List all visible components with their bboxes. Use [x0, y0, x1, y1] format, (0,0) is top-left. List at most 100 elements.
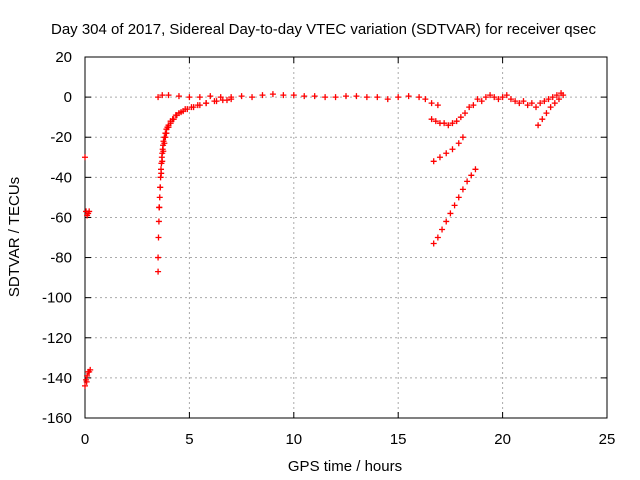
data-point — [155, 218, 162, 225]
data-point — [167, 120, 174, 127]
data-point — [487, 92, 494, 99]
data-point — [551, 100, 558, 107]
data-point — [478, 98, 485, 105]
data-point — [457, 114, 464, 121]
data-point — [213, 98, 220, 105]
x-tick-label: 15 — [390, 431, 407, 448]
data-point — [203, 100, 210, 107]
x-tick-label: 10 — [285, 431, 302, 448]
data-point — [159, 158, 166, 165]
data-point — [422, 96, 429, 103]
data-point — [543, 110, 550, 117]
y-tick-label: -120 — [42, 330, 72, 347]
data-point — [156, 204, 163, 211]
data-point — [468, 172, 475, 179]
data-point — [537, 100, 544, 107]
data-point — [512, 98, 519, 105]
data-point — [196, 94, 203, 101]
data-point — [443, 150, 450, 157]
y-tick-label: -20 — [50, 129, 72, 146]
data-point — [178, 109, 185, 116]
data-point — [455, 140, 462, 147]
data-point — [82, 382, 88, 389]
data-point — [507, 96, 514, 103]
axis-ticks — [84, 56, 608, 419]
data-point — [434, 234, 441, 241]
data-point — [445, 122, 452, 129]
data-point — [223, 97, 230, 104]
data-point — [158, 170, 165, 177]
data-point — [155, 254, 162, 261]
data-point — [474, 96, 481, 103]
data-point — [83, 378, 90, 385]
data-point — [290, 92, 297, 99]
data-point — [516, 100, 523, 107]
data-point — [541, 98, 548, 105]
data-point — [416, 94, 423, 101]
x-axis-label: GPS time / hours — [288, 458, 402, 475]
data-point — [259, 92, 266, 99]
data-point — [405, 93, 412, 100]
data-point — [428, 100, 435, 107]
y-tick-label: 0 — [64, 89, 72, 106]
data-point — [155, 268, 162, 275]
data-point — [207, 93, 214, 100]
data-point — [432, 118, 439, 125]
data-point — [553, 92, 560, 99]
plot-frame — [84, 56, 608, 419]
x-tick-label: 25 — [599, 431, 616, 448]
data-point — [182, 106, 189, 113]
data-point — [449, 146, 456, 153]
data-point — [170, 116, 177, 123]
data-point — [322, 94, 329, 101]
data-point — [157, 184, 164, 191]
data-point — [482, 94, 489, 101]
y-tick-label: -60 — [50, 209, 72, 226]
y-tick-label: -140 — [42, 370, 72, 387]
data-point — [238, 93, 245, 100]
data-point — [161, 140, 168, 147]
data-point — [453, 118, 460, 125]
data-point — [343, 93, 349, 100]
data-point — [228, 94, 235, 101]
data-point — [155, 234, 162, 241]
data-point — [353, 93, 360, 100]
data-point — [430, 240, 437, 247]
x-tick-label: 0 — [81, 431, 89, 448]
data-point — [173, 112, 180, 119]
data-point — [280, 92, 287, 99]
data-point — [269, 91, 276, 98]
data-point — [311, 93, 318, 100]
data-point — [188, 104, 195, 111]
data-point — [436, 154, 443, 161]
data-point — [470, 102, 477, 109]
data-point — [155, 94, 162, 101]
data-point — [535, 122, 542, 129]
data-point — [430, 158, 437, 165]
grid-lines — [85, 57, 607, 418]
data-point — [464, 178, 471, 185]
data-point — [374, 94, 381, 101]
data-point — [217, 94, 224, 101]
data-point — [332, 94, 339, 101]
data-point — [520, 98, 527, 105]
data-point — [560, 92, 567, 99]
data-point — [428, 116, 435, 123]
data-point — [439, 226, 446, 233]
y-tick-label: -160 — [42, 410, 72, 427]
tick-labels: 0 5 10 15 20 25 20 0 -20 -40 -60 -80 -100 -120 -140 -16… — [42, 49, 615, 448]
data-point — [495, 96, 502, 103]
x-tick-label: 5 — [185, 431, 193, 448]
y-tick-label: 20 — [55, 49, 72, 66]
data-point — [539, 116, 546, 123]
data-point — [160, 148, 167, 155]
data-point — [186, 94, 193, 101]
data-point — [434, 102, 441, 109]
data-point — [462, 110, 469, 117]
y-tick-label: -40 — [50, 169, 72, 186]
data-point — [84, 372, 91, 379]
data-point — [395, 94, 402, 101]
y-axis-label: SDTVAR / TECUs — [6, 177, 23, 297]
data-point — [524, 102, 531, 109]
